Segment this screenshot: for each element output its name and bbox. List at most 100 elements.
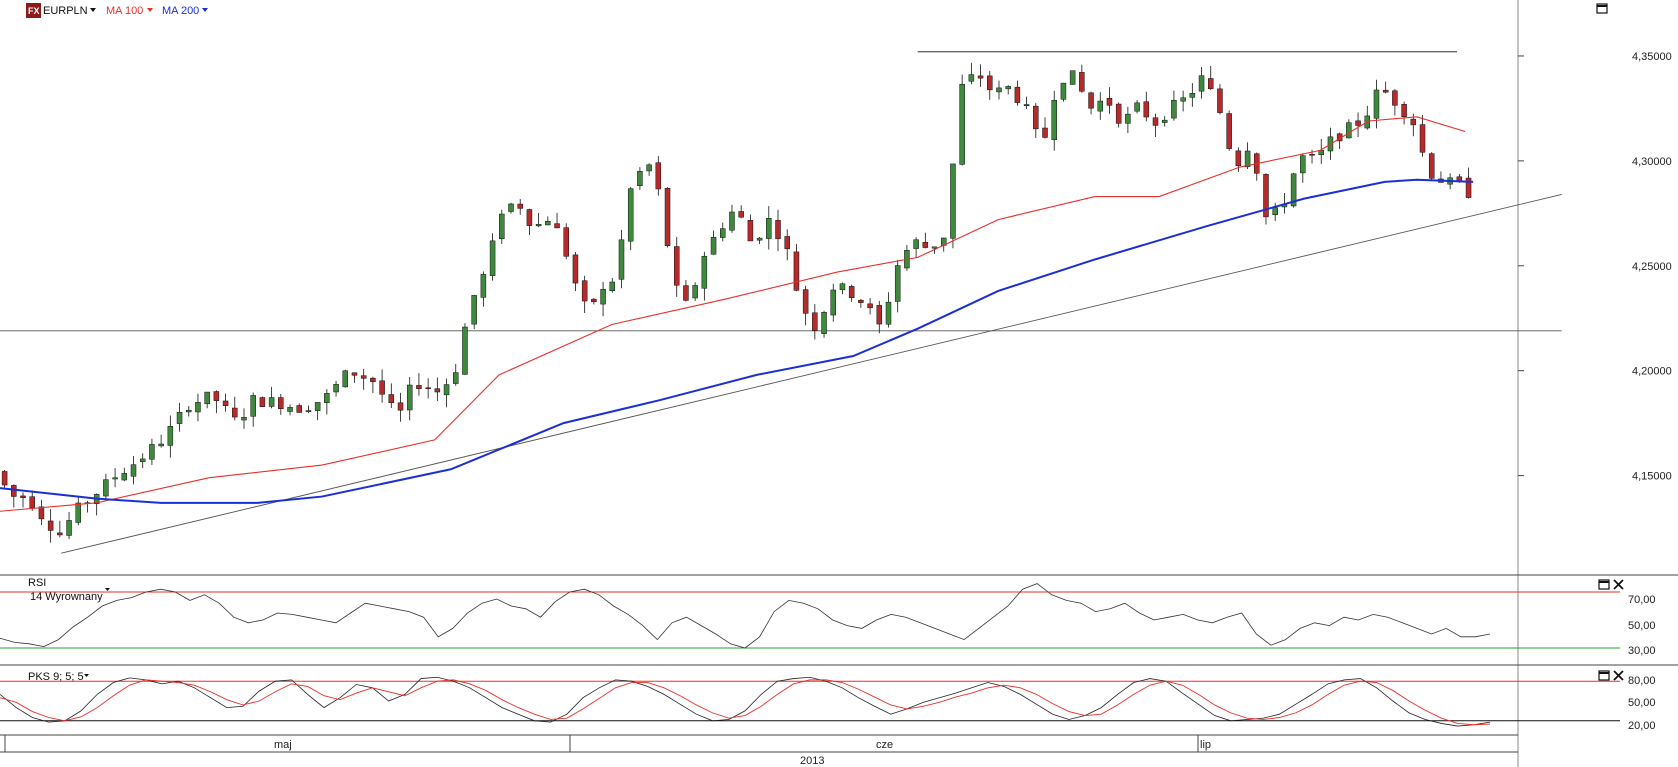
- candle: [379, 369, 385, 403]
- price-tick-label: 4,20000: [1632, 366, 1672, 378]
- candle: [683, 280, 689, 302]
- symbol-dropdown-icon[interactable]: [90, 8, 96, 12]
- candle: [545, 216, 551, 226]
- rsi-level-mid: 50,00: [1628, 620, 1656, 632]
- candle: [968, 62, 975, 85]
- candle: [287, 404, 293, 416]
- rsi-reference-lines: [0, 591, 1620, 649]
- candle: [342, 369, 349, 388]
- candle: [314, 402, 321, 421]
- pks-close-icon[interactable]: [1613, 670, 1624, 681]
- candle: [885, 292, 892, 328]
- pks-d-line: [0, 679, 1491, 726]
- candle: [1060, 82, 1067, 102]
- candle: [646, 163, 652, 176]
- rsi-maximize-icon[interactable]: [1598, 579, 1610, 590]
- moving-average-lines: [0, 116, 1474, 512]
- candle: [627, 186, 634, 251]
- rsi-level-high: 70,00: [1628, 594, 1656, 606]
- month-label-cze: cze: [876, 739, 893, 751]
- candle: [830, 283, 837, 322]
- candle: [1143, 91, 1150, 122]
- candle: [554, 212, 560, 229]
- candle: [775, 209, 781, 252]
- candle: [139, 453, 146, 469]
- candle: [416, 373, 422, 396]
- candle: [130, 456, 137, 485]
- trend-line[interactable]: [61, 194, 1562, 554]
- price-tick-label: 4,35000: [1632, 51, 1672, 63]
- candle: [1115, 102, 1122, 128]
- candle: [1134, 99, 1140, 114]
- ma100-label[interactable]: MA 100: [106, 5, 143, 17]
- rsi-dropdown-icon[interactable]: [105, 588, 110, 591]
- candle: [664, 187, 671, 248]
- ma200-dropdown-icon[interactable]: [202, 8, 208, 12]
- pks-panel: PKS 9; 5; 5 80,00 50,00 20,00: [0, 670, 1656, 732]
- candle: [950, 163, 956, 249]
- rsi-close-icon[interactable]: [1613, 579, 1624, 590]
- pks-reference-lines: [0, 680, 1620, 722]
- candle: [1106, 87, 1113, 114]
- rsi-level-low: 30,00: [1628, 645, 1656, 657]
- candle: [425, 378, 431, 399]
- fx-logo-text: FX: [28, 6, 40, 16]
- candle: [701, 251, 708, 301]
- candle: [480, 271, 487, 307]
- candle: [121, 467, 128, 482]
- candle: [793, 244, 800, 292]
- candle: [959, 74, 965, 166]
- candle: [637, 167, 643, 190]
- candle: [996, 80, 1002, 100]
- candle: [720, 222, 726, 242]
- candle: [1051, 90, 1057, 151]
- rsi-params[interactable]: 14 Wyrownany: [30, 591, 103, 603]
- candle: [250, 392, 256, 427]
- candle: [453, 364, 459, 386]
- chart-header: FX EURPLN MA 100 MA 200: [26, 3, 1608, 18]
- candle: [535, 212, 542, 228]
- candle: [1097, 92, 1104, 120]
- candle: [987, 71, 993, 100]
- candle: [75, 497, 82, 526]
- candle: [572, 251, 579, 291]
- ma100-line: [0, 116, 1466, 512]
- pks-level-low: 20,00: [1628, 720, 1656, 732]
- candle: [1401, 101, 1407, 125]
- candle: [1198, 66, 1205, 99]
- candle: [370, 376, 376, 394]
- candle: [195, 393, 201, 422]
- candle: [1088, 91, 1094, 115]
- candle: [876, 300, 883, 334]
- candle: [149, 438, 155, 465]
- ma100-dropdown-icon[interactable]: [147, 8, 153, 12]
- candle: [296, 403, 302, 413]
- price-tick-label: 4,25000: [1632, 261, 1672, 273]
- candle: [471, 294, 477, 330]
- candle: [1125, 106, 1131, 134]
- candle: [894, 259, 901, 313]
- candle: [821, 310, 827, 338]
- pks-maximize-icon[interactable]: [1598, 670, 1610, 681]
- ma200-line: [0, 178, 1474, 504]
- ma200-label[interactable]: MA 200: [162, 5, 199, 17]
- candle: [867, 298, 873, 315]
- candle: [397, 392, 404, 422]
- candle: [581, 275, 588, 313]
- time-axis: maj cze lip 2013: [4, 735, 1211, 767]
- candle: [1428, 152, 1435, 181]
- maximize-icon[interactable]: [1596, 3, 1608, 14]
- pks-title[interactable]: PKS 9; 5; 5: [28, 671, 84, 683]
- symbol-label[interactable]: EURPLN: [43, 5, 88, 17]
- candle: [766, 206, 772, 250]
- candle: [517, 198, 523, 215]
- month-label-maj: maj: [274, 739, 292, 751]
- candle: [1217, 84, 1223, 115]
- candle: [977, 64, 984, 87]
- candle: [333, 380, 339, 397]
- pks-dropdown-icon[interactable]: [84, 674, 89, 677]
- candle: [1152, 113, 1159, 138]
- candle: [1355, 112, 1361, 138]
- candle: [1419, 114, 1426, 157]
- candle: [47, 509, 54, 543]
